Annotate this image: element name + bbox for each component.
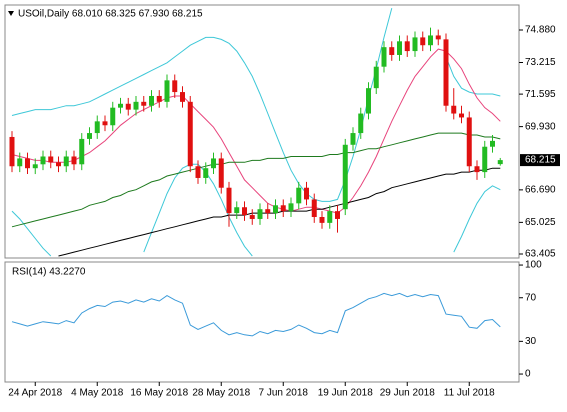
candle-body [118, 103, 123, 108]
candle-body [466, 117, 472, 167]
candle-body [32, 164, 38, 169]
candle-body [63, 156, 69, 167]
y-tick-label: 100 [525, 260, 542, 271]
candle-body [474, 166, 480, 173]
candle-body [366, 88, 371, 114]
candle-body [412, 37, 418, 52]
candle-body [226, 187, 232, 214]
indicator-line [58, 167, 501, 257]
candle-body [296, 187, 302, 204]
candle-body [180, 92, 185, 102]
x-tick-label: 29 Jun 2018 [380, 388, 435, 399]
candle-body [420, 37, 426, 46]
candle-body [350, 133, 356, 145]
candle-body [172, 80, 178, 93]
dropdown-icon[interactable] [8, 11, 14, 16]
candle-body [79, 138, 85, 165]
candle-body [311, 199, 317, 218]
candle-body [187, 101, 193, 167]
candle-body [234, 207, 240, 214]
rsi-title: RSI(14) 43.2270 [12, 267, 86, 278]
candle-body [94, 121, 100, 134]
candle-body [435, 35, 441, 40]
candle-body [257, 209, 263, 219]
x-tick-label: 7 Jun 2018 [259, 388, 309, 399]
candle-body [149, 95, 154, 106]
candle-body [9, 136, 15, 167]
candle-body [87, 133, 92, 139]
x-tick-label: 24 Apr 2018 [8, 388, 62, 399]
y-tick-label: 69.930 [525, 121, 556, 132]
y-tick-label: 70 [525, 292, 537, 303]
candle-body [203, 168, 209, 178]
candle-body [459, 113, 464, 118]
y-tick-label: 0 [525, 369, 531, 380]
x-tick-label: 4 May 2018 [71, 388, 124, 399]
candle-body [327, 211, 333, 223]
last-price-box [520, 154, 560, 167]
rsi-line [11, 292, 501, 337]
price-plot [9, 7, 503, 257]
candle-body [141, 101, 147, 106]
candle-body [389, 47, 395, 55]
candle-body [265, 209, 271, 214]
candle-body [56, 162, 61, 167]
candle-body [288, 203, 294, 212]
candle-body [397, 41, 402, 55]
chart-title: USOil,Daily 68.010 68.325 67.930 68.215 [18, 9, 203, 20]
y-tick-label: 65.025 [525, 217, 556, 228]
y-tick-label: 30 [525, 336, 537, 347]
candle-body [428, 35, 433, 46]
candle-body [490, 140, 495, 147]
candle-body [48, 156, 54, 163]
rsi-plot [11, 292, 501, 337]
last-price-label: 68.215 [525, 155, 556, 166]
y-tick-label: 73.215 [525, 57, 556, 68]
candle-body [211, 158, 216, 169]
candle-body [71, 156, 77, 165]
y-tick-label: 71.595 [525, 89, 556, 100]
candle-body [40, 156, 46, 165]
candle-body [17, 158, 23, 167]
candle-body [381, 47, 387, 67]
candle-body [156, 95, 162, 102]
candle-body [497, 160, 503, 165]
candle-body [125, 103, 131, 110]
candle-body [110, 107, 116, 126]
candle-body [451, 105, 457, 114]
candle-body [242, 207, 247, 216]
candle-body [342, 144, 348, 210]
candle-body [319, 217, 325, 223]
x-tick-label: 16 May 2018 [130, 388, 188, 399]
candle-body [102, 121, 108, 126]
indicator-line [11, 132, 501, 228]
candle-body [273, 205, 278, 214]
y-tick-label: 63.405 [525, 249, 556, 260]
price-panel [4, 4, 520, 259]
indicator-line [11, 7, 501, 202]
candle-body [218, 158, 224, 188]
x-tick-label: 11 Jul 2018 [444, 388, 495, 399]
candle-body [164, 80, 170, 102]
x-tick-label: 19 Jun 2018 [318, 388, 373, 399]
candle-body [373, 66, 379, 89]
candle-body [133, 101, 139, 110]
candle-body [195, 166, 201, 178]
y-tick-label: 74.880 [525, 25, 556, 36]
candle-body [25, 158, 30, 169]
candle-body [304, 187, 309, 200]
indicator-line [11, 48, 501, 214]
x-tick-label: 28 May 2018 [192, 388, 250, 399]
candle-body [249, 215, 255, 219]
y-tick-label: 66.690 [525, 185, 556, 196]
candle-body [358, 113, 364, 134]
candle-body [482, 146, 488, 173]
candle-body [335, 211, 340, 219]
rsi-panel [4, 261, 520, 383]
candle-body [280, 205, 286, 212]
candle-body [404, 41, 410, 52]
candle-body [443, 39, 449, 106]
